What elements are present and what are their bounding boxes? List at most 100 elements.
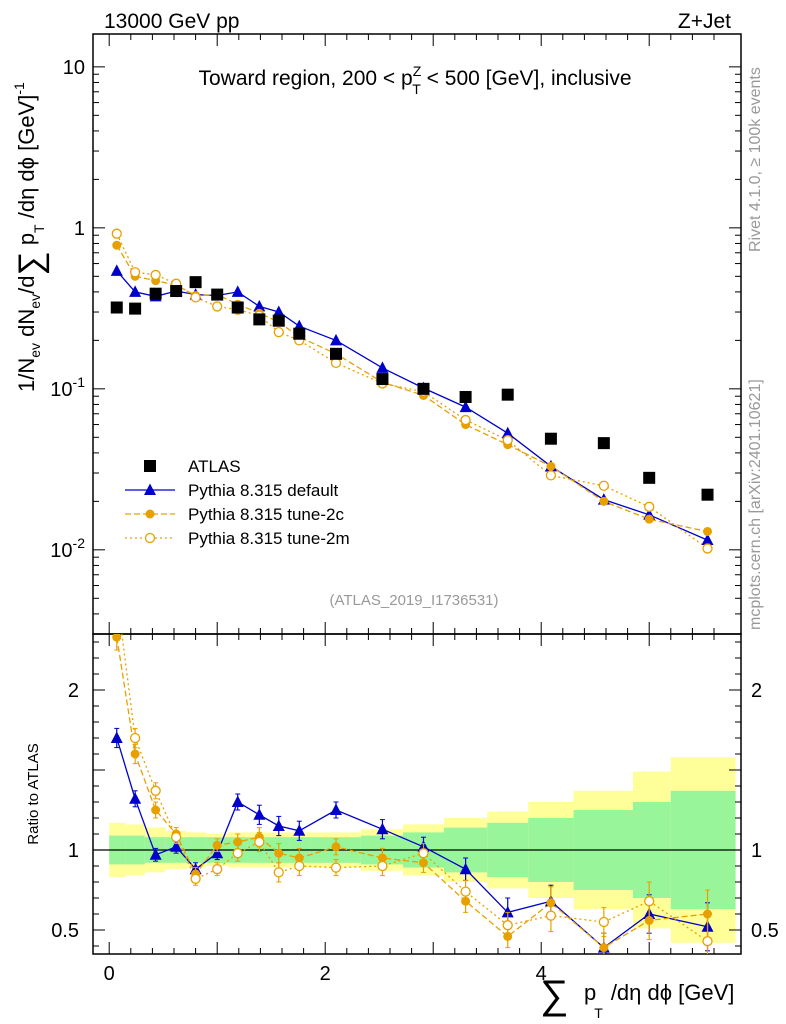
ratio-point: [190, 873, 201, 884]
data-point: [459, 400, 472, 413]
ratio-point: [330, 862, 342, 873]
data-point: [273, 326, 284, 338]
atlas-data-point: [110, 301, 123, 314]
atlas-data-point: [211, 288, 224, 301]
data-point: [129, 285, 142, 297]
atlas-data-point: [253, 313, 266, 326]
ratio-point: [129, 792, 142, 804]
ratio-point: [212, 840, 222, 850]
data-point: [546, 461, 556, 471]
data-point: [545, 470, 557, 481]
data-point: [703, 526, 713, 536]
legend: ATLAS Pythia 8.315 default Pythia 8.315 tu…: [125, 457, 350, 548]
ratio-point: [272, 819, 285, 831]
y-tick-label: 10-2: [50, 535, 85, 562]
ratio-point: [598, 916, 609, 928]
ratio-point: [233, 837, 243, 847]
series-line-3: [116, 233, 708, 549]
ratio-y-tick-label: 2: [68, 680, 79, 702]
data-point: [112, 240, 122, 250]
atlas-data-point: [293, 327, 306, 340]
atlas-data-point: [501, 388, 514, 401]
ratio-point: [232, 848, 243, 859]
ratio-point: [129, 732, 141, 744]
ratio-point: [273, 867, 284, 878]
svg-text:1/Nev dNev/d∑ pT /dη dϕ [GeV]: 1/Nev dNev/d∑ pT /dη dϕ [GeV]-1: [11, 82, 50, 392]
data-point: [599, 496, 609, 506]
header-right: Z+Jet: [678, 10, 731, 33]
data-point: [501, 426, 514, 439]
svg-text:∑: ∑: [540, 973, 569, 1017]
data-point: [598, 480, 609, 491]
mcplots-label: mcplots.cern.ch [arXiv:2401.10621]: [747, 379, 764, 630]
plot-title: Toward region, 200 < pZ T < 500 [GeV], in…: [198, 63, 631, 97]
ratio-point: [377, 860, 388, 872]
ratio-point: [293, 824, 306, 836]
ratio-point: [212, 864, 223, 875]
data-point: [110, 264, 123, 276]
ratio-point: [110, 731, 123, 743]
data-point: [212, 301, 223, 312]
data-point: [150, 269, 161, 281]
y-axis-label-ratio: Ratio to ATLAS: [25, 743, 42, 844]
main-y-axis: 10 1 10-1 10-2 0 2 4: [50, 34, 741, 985]
header-left: 13000 GeV pp: [104, 10, 239, 33]
legend-marker: [145, 509, 155, 519]
data-point: [376, 361, 389, 373]
ratio-point: [112, 634, 122, 642]
ratio-point: [149, 848, 162, 860]
data-point: [129, 267, 141, 278]
atlas-data-point: [701, 488, 714, 501]
atlas-data-point: [149, 287, 162, 300]
atlas-data-point: [231, 301, 244, 314]
y-axis-label-main: 1/Nev dNev/d∑ pT /dη dϕ [GeV]-1: [11, 82, 50, 392]
ratio-point: [702, 936, 713, 947]
x-tick-label: 0: [104, 963, 115, 985]
ratio-point: [150, 785, 161, 796]
ratio-point: [130, 749, 140, 759]
legend-marker: [144, 483, 156, 495]
ratio-point: [501, 905, 514, 918]
y-tick-label: 1: [74, 218, 85, 240]
data-point: [502, 435, 513, 446]
ratio-point: [253, 808, 266, 820]
atlas-data-point: [643, 471, 656, 484]
ratio-point: [599, 943, 609, 953]
atlas-data-point: [129, 302, 142, 315]
y-tick-label: 10-1: [50, 374, 85, 401]
legend-marker: [144, 532, 156, 544]
legend-label: Pythia 8.315 tune-2c: [188, 505, 344, 524]
data-point: [702, 543, 713, 554]
ratio-point: [418, 848, 429, 859]
atlas-data-point: [459, 390, 472, 403]
x-tick-label: 2: [320, 963, 331, 985]
ratio-point: [330, 803, 342, 815]
ratio-y-tick-label-right: 2: [751, 680, 762, 702]
data-point: [111, 228, 122, 239]
ratio-point: [151, 805, 161, 815]
atlas-data-point: [544, 432, 557, 445]
data-point: [701, 533, 714, 546]
ratio-point: [274, 848, 284, 858]
ratio-y-tick-label-right: 0.5: [751, 920, 779, 942]
ratio-point: [703, 909, 713, 919]
ratio-point: [460, 886, 471, 897]
legend-label: Pythia 8.315 default: [188, 481, 339, 500]
ratio-point: [376, 822, 389, 835]
x-tick-label: 4: [536, 963, 547, 985]
x-axis-label: ∑ p T/dη dϕ [GeV]: [540, 973, 734, 1021]
data-point: [231, 285, 244, 297]
atlas-data-point: [170, 285, 183, 298]
data-point: [644, 501, 655, 512]
ratio-point: [331, 842, 341, 852]
data-point: [190, 292, 201, 303]
ratio-point: [254, 836, 265, 848]
atlas-data-point: [376, 373, 389, 386]
data-point: [253, 299, 266, 312]
atlas-data-point: [272, 314, 285, 327]
atlas-data-point: [189, 276, 202, 289]
atlas-data-point: [417, 382, 430, 395]
ratio-y-tick-label: 0.5: [51, 920, 79, 942]
legend-label: Pythia 8.315 tune-2m: [188, 529, 350, 548]
